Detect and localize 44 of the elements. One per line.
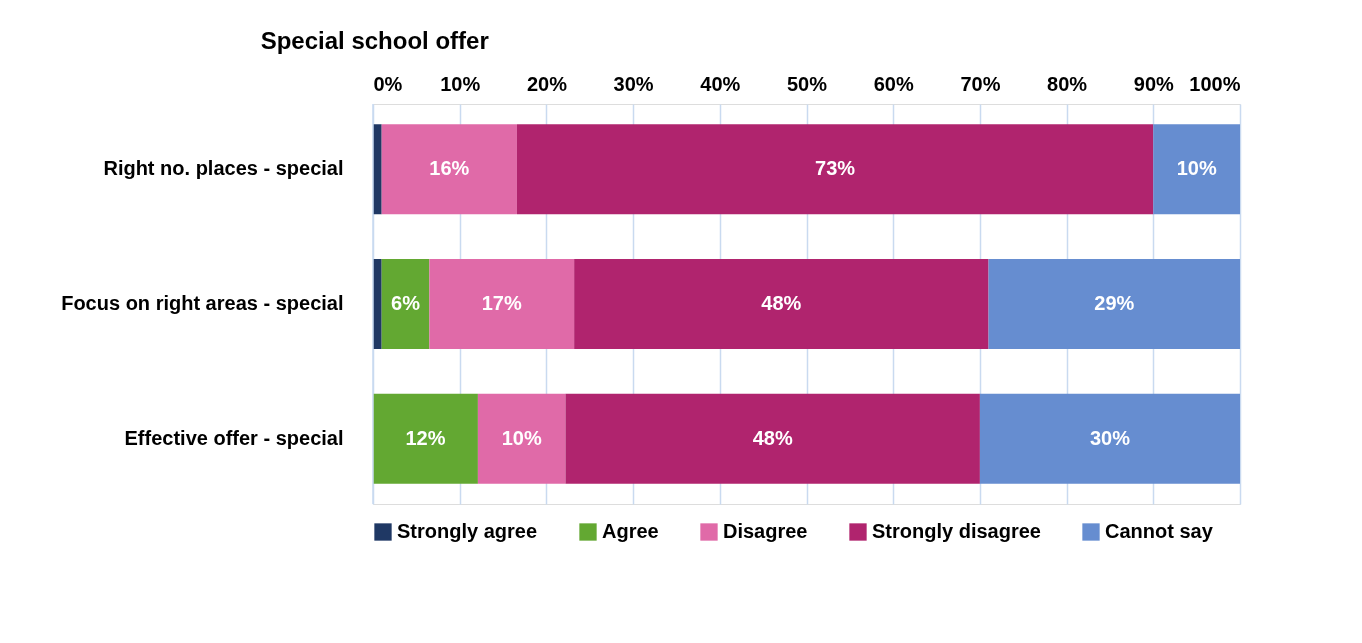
bar: [988, 259, 1240, 349]
x-tick-label: 70%: [960, 72, 1001, 95]
x-tick-label: 60%: [873, 72, 914, 95]
x-tick-label: 100%: [1189, 72, 1241, 95]
x-tick-label: 0%: [373, 72, 403, 95]
bar: [565, 393, 980, 484]
bar: [516, 124, 1154, 215]
legend-label: Disagree: [723, 520, 808, 542]
data-label: 48%: [761, 292, 802, 314]
legend-label: Agree: [602, 520, 659, 542]
legend-label: Strongly agree: [397, 520, 538, 542]
bar: [373, 124, 382, 215]
data-label: 12%: [405, 426, 446, 449]
data-label: 16%: [429, 157, 470, 180]
x-tick-label: 80%: [1047, 72, 1088, 95]
bar: [979, 393, 1240, 484]
data-label: 6%: [391, 292, 421, 314]
x-tick-label: 90%: [1133, 72, 1175, 95]
x-tick-label: 30%: [613, 72, 654, 95]
data-label: 10%: [501, 426, 542, 449]
x-tick-label: 20%: [526, 72, 568, 95]
bar: [381, 124, 517, 215]
x-tick-label: 10%: [440, 72, 481, 95]
bar: [477, 393, 566, 484]
legend-label: Strongly disagree: [872, 520, 1041, 542]
data-label: 30%: [1089, 426, 1131, 449]
y-tick-label: Focus on right areas - special: [61, 292, 344, 314]
bar: [429, 259, 575, 349]
y-tick-label: Right no. places - special: [103, 157, 344, 180]
x-tick-label: 40%: [700, 72, 741, 95]
bar: [373, 393, 478, 484]
data-label: 17%: [481, 292, 522, 314]
y-tick-label: Effective offer - special: [124, 426, 344, 449]
bar: [373, 259, 382, 349]
chart-title: Special school offer: [260, 27, 489, 54]
x-tick-label: 50%: [786, 72, 828, 95]
data-label: 29%: [1094, 292, 1135, 314]
bar: [1153, 124, 1240, 215]
data-label: 10%: [1176, 157, 1217, 180]
data-label: 73%: [815, 157, 856, 180]
bar: [381, 259, 430, 349]
data-label: 48%: [752, 426, 793, 449]
legend-label: Cannot say: [1105, 520, 1214, 542]
bar: [574, 259, 989, 349]
